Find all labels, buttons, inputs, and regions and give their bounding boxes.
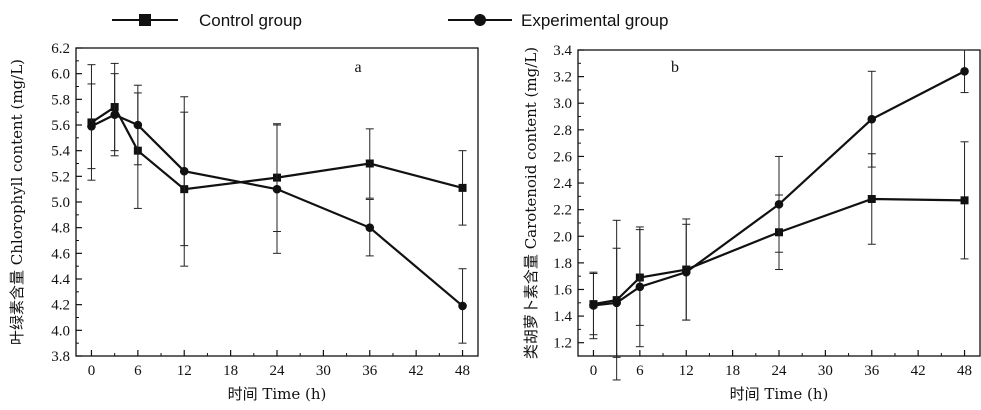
chart-panel-b: 1.2 1.4 1.6 1.8 2.0 2.2 2.4 2.6 2.8 3.0 3.2 3.4 0 6 12… — [522, 43, 981, 403]
data-point-control — [458, 183, 467, 192]
legend-circle-marker — [474, 14, 486, 26]
x-tick-label: 0 — [590, 363, 598, 379]
y-tick-label: 4.6 — [51, 246, 70, 262]
data-point-experimental — [110, 110, 119, 120]
data-point-experimental — [681, 267, 691, 277]
data-point-experimental — [589, 301, 598, 310]
legend: Control group Experimental group — [112, 11, 668, 30]
x-tick-label: 0 — [88, 363, 96, 379]
y-tick-label: 4.0 — [51, 323, 70, 339]
y-tick-label: 4.2 — [51, 298, 70, 314]
y-tick-label: 1.4 — [553, 309, 572, 325]
panel-label: b — [671, 59, 679, 76]
y-tick-label: 5.4 — [51, 144, 70, 160]
x-tick-label: 42 — [409, 363, 424, 379]
y-tick-label: 5.8 — [51, 92, 70, 108]
x-tick-label: 6 — [636, 363, 644, 379]
data-point-experimental — [635, 282, 645, 292]
x-tick-label: 36 — [362, 363, 378, 379]
data-point-experimental — [365, 223, 375, 232]
x-axis-label: 时间 Time (h) — [228, 385, 327, 403]
legend-square-marker — [139, 14, 151, 26]
x-tick-label: 24 — [270, 363, 286, 379]
x-axis-label: 时间 Time (h) — [730, 385, 829, 403]
panel-label: a — [354, 59, 361, 76]
chart-panel-a: 3.8 4.0 4.2 4.4 4.6 4.8 5.0 5.2 5.4 5.6 5.8 6.0 6.2 0… — [8, 41, 479, 403]
data-point-experimental — [867, 114, 877, 124]
y-axis-label: 叶绿素含量 Chlorophyll content (mg/L) — [8, 59, 26, 345]
data-point-experimental — [272, 184, 282, 194]
x-tick-label: 36 — [864, 363, 880, 379]
data-point-control — [960, 196, 969, 205]
y-tick-label: 1.8 — [553, 256, 572, 272]
data-point-experimental — [458, 301, 467, 311]
data-point-experimental — [612, 298, 621, 308]
x-tick-label: 24 — [772, 363, 788, 379]
y-axis-label: 类胡萝卜素含量 Carotenoid content (mg/L) — [522, 47, 540, 359]
y-tick-label: 3.4 — [553, 43, 572, 59]
y-tick-label: 4.4 — [51, 272, 70, 288]
y-tick-label: 3.2 — [553, 70, 572, 86]
data-point-experimental — [960, 66, 969, 76]
y-tick-label: 2.8 — [553, 123, 572, 139]
x-tick-label: 30 — [818, 363, 833, 379]
y-tick-label: 2.0 — [553, 229, 572, 245]
y-tick-label: 6.2 — [51, 41, 70, 57]
x-tick-label: 6 — [134, 363, 142, 379]
x-tick-label: 48 — [455, 363, 470, 379]
y-tick-label: 3.8 — [51, 349, 70, 365]
x-tick-label: 12 — [177, 363, 192, 379]
data-point-experimental — [87, 121, 96, 131]
y-tick-label: 5.6 — [51, 118, 70, 134]
data-point-experimental — [133, 120, 143, 130]
x-tick-label: 48 — [957, 363, 972, 379]
x-tick-label: 12 — [679, 363, 694, 379]
y-tick-label: 2.4 — [553, 176, 572, 192]
y-tick-label: 6.0 — [51, 67, 70, 83]
y-tick-label: 5.2 — [51, 169, 70, 185]
y-tick-label: 1.2 — [553, 336, 572, 352]
x-tick-label: 42 — [911, 363, 926, 379]
legend-label: Control group — [199, 11, 302, 30]
y-tick-label: 2.2 — [553, 203, 572, 219]
y-tick-label: 3.0 — [553, 96, 572, 112]
data-point-experimental — [774, 200, 784, 209]
data-point-control — [867, 195, 876, 204]
x-tick-label: 18 — [223, 363, 238, 379]
data-point-experimental — [179, 166, 189, 176]
legend-label: Experimental group — [521, 11, 668, 30]
data-point-control — [365, 159, 374, 168]
y-tick-label: 5.0 — [51, 195, 70, 211]
y-tick-label: 1.6 — [553, 282, 572, 298]
y-tick-label: 2.6 — [553, 149, 572, 165]
x-tick-label: 18 — [725, 363, 740, 379]
x-tick-label: 30 — [316, 363, 331, 379]
y-tick-label: 4.8 — [51, 221, 70, 237]
